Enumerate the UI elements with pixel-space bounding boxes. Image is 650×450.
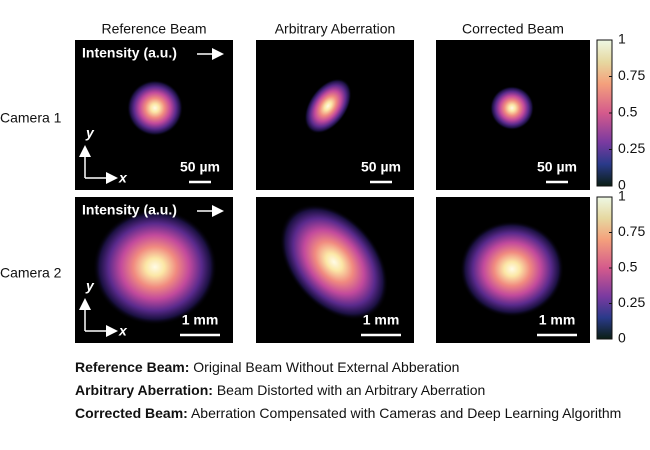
y-axis-label: y (85, 278, 95, 294)
caption-text: Original Beam Without External Abberatio… (193, 359, 459, 375)
beam-spot (93, 209, 217, 325)
colorbar-tick-label: 0.5 (618, 104, 638, 120)
scale-bar-label: 1 mm (363, 312, 400, 328)
colorbar-tick-label: 0.25 (618, 140, 645, 156)
intensity-label: Intensity (a.u.) (82, 202, 177, 218)
caption-text: Beam Distorted with an Arbitrary Aberrat… (217, 382, 485, 398)
beam-spot (460, 221, 564, 317)
colorbar-tick-label: 0.25 (618, 294, 645, 310)
y-axis-label: y (85, 125, 95, 141)
caption-term: Corrected Beam: (75, 405, 188, 421)
colorbar-tick-label: 0.75 (618, 223, 645, 239)
caption: Reference Beam: Original Beam Without Ex… (75, 358, 635, 427)
caption-line: Reference Beam: Original Beam Without Ex… (75, 358, 635, 376)
colorbar-tick-label: 0.5 (618, 259, 638, 275)
scale-bar-label: 50 µm (180, 159, 220, 175)
caption-text: Aberration Compensated with Cameras and … (191, 405, 621, 421)
colorbar-tick-label: 1 (618, 188, 626, 204)
column-title: Reference Beam (101, 21, 206, 37)
caption-term: Reference Beam: (75, 359, 189, 375)
column-title: Corrected Beam (462, 21, 564, 37)
figure: Reference Beam Arbitrary Aberration Correc… (0, 0, 650, 350)
scale-bar-label: 1 mm (539, 312, 576, 328)
column-title: Arbitrary Aberration (275, 21, 396, 37)
x-axis-label: x (118, 170, 128, 186)
intensity-label: Intensity (a.u.) (82, 45, 177, 61)
colorbar-tick-label: 0 (618, 330, 626, 346)
scale-bar-label: 1 mm (182, 312, 219, 328)
caption-line: Corrected Beam: Aberration Compensated w… (75, 404, 635, 422)
caption-line: Arbitrary Aberration: Beam Distorted wit… (75, 381, 635, 399)
row-label: Camera 2 (0, 265, 62, 281)
caption-term: Arbitrary Aberration: (75, 382, 213, 398)
colorbar-tick-label: 0.75 (618, 67, 645, 83)
beam-spot (127, 80, 183, 136)
scale-bar-label: 50 µm (361, 159, 401, 175)
scale-bar-label: 50 µm (537, 159, 577, 175)
row-label: Camera 1 (0, 110, 62, 126)
x-axis-label: x (118, 323, 128, 339)
colorbar-tick-label: 1 (618, 31, 626, 47)
beam-spot (490, 86, 534, 130)
